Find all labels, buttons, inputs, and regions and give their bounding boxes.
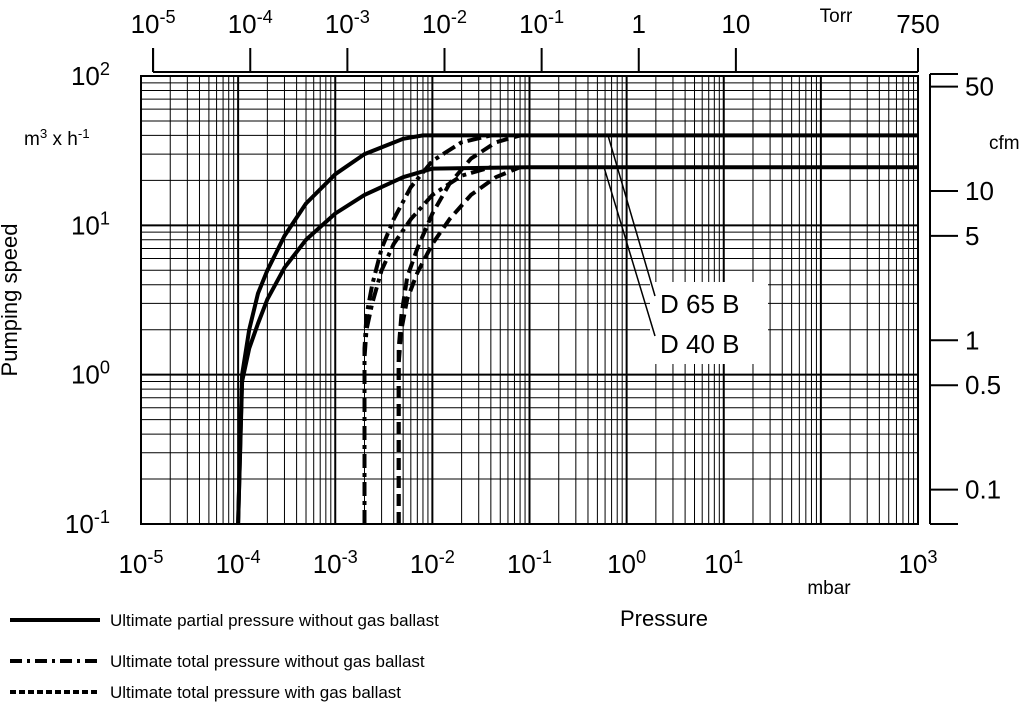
legend-label: Ultimate partial pressure without gas ba… [110, 611, 439, 630]
top-tick-label: 10-4 [228, 7, 273, 39]
right-tick-label: 5 [965, 221, 979, 251]
plot-frame [140, 75, 919, 525]
top-tick-label: 10-2 [422, 7, 467, 39]
top-tick-label: 10-1 [519, 7, 564, 39]
top-axis: 10-5 10-4 10-3 10-2 10-1 1 10 750 Torr [131, 6, 940, 73]
x-tick-label: 10-1 [507, 547, 552, 579]
x-tick-label: 10-5 [118, 547, 163, 579]
top-tick-label: 10-5 [131, 7, 176, 39]
series-line-d-65-b-dashed [396, 133, 521, 524]
right-tick-label: 0.5 [965, 370, 1001, 400]
right-tick-label: 1 [965, 325, 979, 355]
callout-label-d40: D 40 B [660, 329, 740, 359]
x-tick-label: 101 [704, 547, 743, 579]
right-axis: 50 10 5 1 0.5 0.1 cfm [929, 72, 1020, 525]
y-tick-label: 102 [71, 59, 110, 91]
x-tick-label: 10-4 [216, 547, 261, 579]
data-series [236, 133, 918, 525]
top-tick-label: 10-3 [325, 7, 370, 39]
x-axis-title: Pressure [620, 606, 708, 631]
top-tick-label: 750 [896, 9, 939, 39]
legend-label: Ultimate total pressure with gas ballast [110, 683, 401, 702]
series-line-d-65-b-dash-dot [362, 133, 492, 524]
right-tick-label: 0.1 [965, 475, 1001, 505]
legend: Ultimate partial pressure without gas ba… [10, 611, 439, 702]
y-tick-label: 100 [71, 358, 110, 390]
x-tick-label: 10-3 [313, 547, 358, 579]
y-tick-label: 10-1 [65, 507, 110, 539]
y-tick-label: 101 [71, 208, 110, 240]
legend-label: Ultimate total pressure without gas ball… [110, 652, 425, 671]
right-tick-label: 50 [965, 72, 994, 102]
y-unit-label: m3 x h-1 [24, 126, 90, 151]
series-line-d-65-b-solid [236, 133, 918, 525]
x-tick-label: 103 [898, 547, 937, 579]
callout-leader-d65 [607, 135, 656, 297]
callout-label-d65: D 65 B [660, 289, 740, 319]
top-unit-label: Torr [820, 6, 853, 27]
top-tick-label: 1 [632, 9, 646, 39]
x-tick-label: 10-2 [410, 547, 455, 579]
right-tick-label: 10 [965, 176, 994, 206]
callout-leader-d40 [603, 167, 656, 337]
x-tick-label: 100 [607, 547, 646, 579]
series-line-d-40-b-solid [236, 165, 918, 525]
callout-background [650, 282, 768, 364]
x-unit-label: mbar [807, 578, 851, 599]
callouts: D 65 B D 40 B [603, 135, 768, 364]
series-line-d-40-b-dashed [396, 165, 521, 524]
y-axis-title: Pumping speed [0, 224, 22, 377]
right-unit-label: cfm [989, 133, 1020, 154]
top-tick-label: 10 [721, 9, 750, 39]
